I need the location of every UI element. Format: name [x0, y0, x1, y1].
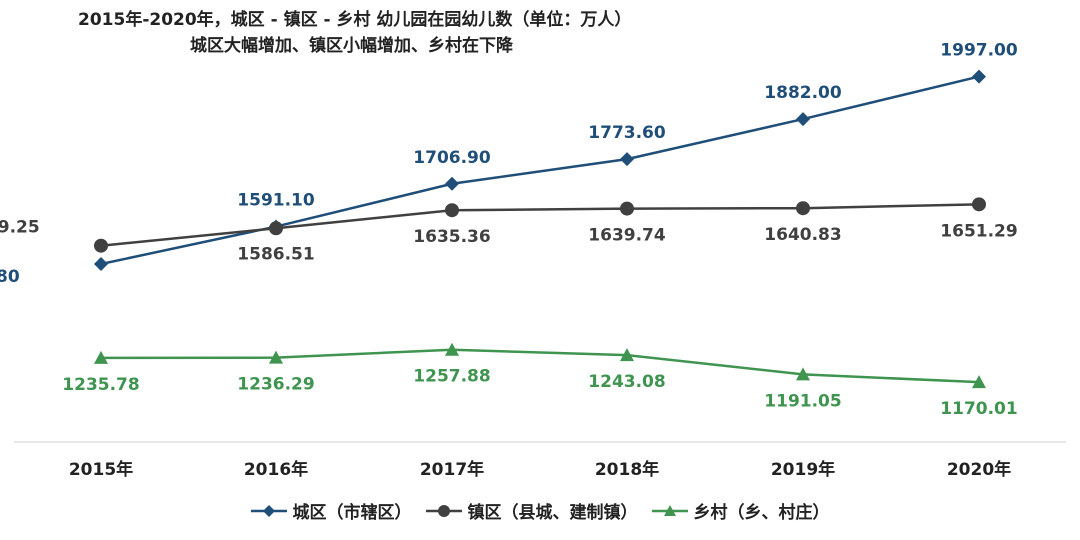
legend-label-urban: 城区（市辖区）	[292, 503, 412, 523]
data-point-town	[620, 201, 634, 216]
data-label-urban: 1706.90	[413, 148, 491, 168]
data-point-rural	[94, 350, 108, 364]
legend-item-town[interactable]: 镇区（县城、建制镇）	[425, 498, 638, 523]
chart-title: 2015年-2020年，城区 - 镇区 - 乡村 幼儿园在园幼儿数（单位：万人）	[78, 10, 632, 30]
data-point-rural	[269, 350, 283, 364]
series-line-rural	[100, 348, 980, 384]
series-line-urban	[100, 75, 980, 266]
data-label-rural: 1235.78	[62, 375, 139, 395]
x-tick-label: 2020年	[947, 459, 1011, 480]
data-label-rural: 1257.88	[413, 367, 490, 387]
data-point-urban	[972, 69, 986, 84]
x-tick-label: 2016年	[244, 459, 308, 480]
data-label-rural: 1170.01	[940, 399, 1017, 419]
data-label-rural: 1236.29	[237, 375, 314, 395]
x-tick-label: 2017年	[420, 459, 484, 480]
legend: 城区（市辖区） 镇区（县城、建制镇） 乡村（乡、村庄）	[0, 498, 1080, 523]
x-tick-label: 2019年	[771, 459, 835, 480]
data-point-urban	[620, 152, 634, 167]
data-point-rural	[620, 348, 634, 362]
legend-item-urban[interactable]: 城区（市辖区）	[250, 498, 412, 523]
data-label-town: 1586.51	[237, 244, 314, 264]
data-label-rural: 1243.08	[588, 372, 665, 392]
data-label-rural: 1191.05	[764, 391, 841, 411]
x-tick-label: 2015年	[69, 459, 133, 480]
data-label-town: 1640.83	[764, 225, 841, 245]
data-point-town	[445, 203, 459, 218]
data-point-town	[796, 201, 810, 216]
x-tick-label: 2018年	[595, 459, 659, 480]
data-point-rural	[445, 342, 459, 356]
data-label-urban: 1882.00	[764, 83, 842, 103]
legend-circle-marker-icon	[425, 504, 462, 517]
legend-diamond-marker-icon	[250, 504, 287, 517]
data-point-urban	[796, 112, 810, 127]
legend-triangle-marker-icon	[651, 504, 688, 516]
data-label-town: 1651.29	[940, 221, 1017, 241]
data-label-urban: 1773.60	[588, 123, 666, 143]
line-chart: 2015年 2016年 2017年 2018年 2019年 2020年 1489.80 159…	[0, 41, 1066, 480]
data-point-rural	[972, 375, 986, 389]
data-point-town	[269, 221, 283, 236]
data-label-town: 1635.36	[413, 227, 490, 247]
data-label-urban: 1489.80	[0, 267, 20, 287]
legend-label-rural: 乡村（乡、村庄）	[693, 503, 830, 523]
data-point-urban	[94, 257, 108, 271]
data-point-rural	[796, 367, 810, 381]
data-label-urban: 1591.10	[237, 191, 315, 211]
series-line-town	[100, 203, 980, 247]
data-point-urban	[445, 176, 459, 191]
legend-label-town: 镇区（县城、建制镇）	[467, 503, 638, 523]
chart-subtitle: 城区大幅增加、镇区小幅增加、乡村在下降	[190, 36, 513, 56]
data-point-town	[972, 197, 986, 212]
data-point-town	[94, 238, 108, 253]
data-label-urban: 1997.00	[940, 41, 1018, 61]
data-label-town: 1639.74	[588, 226, 666, 246]
legend-item-rural[interactable]: 乡村（乡、村庄）	[651, 498, 830, 523]
data-label-town: 1539.25	[0, 218, 40, 238]
